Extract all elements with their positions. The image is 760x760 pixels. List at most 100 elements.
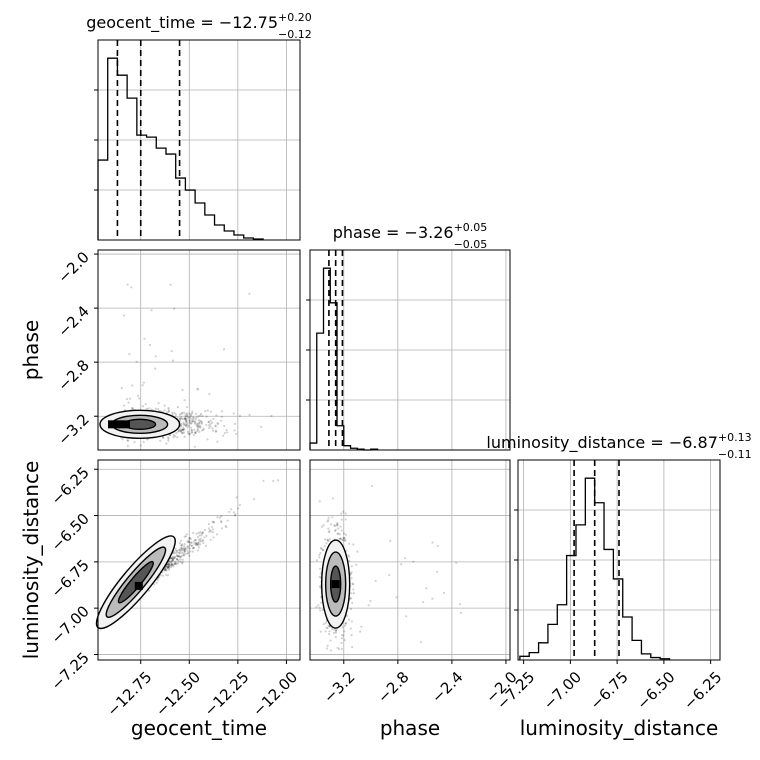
scatter-point [188,537,191,540]
scatter-point [187,545,190,548]
scatter-point [347,554,350,557]
scatter-point [187,539,190,542]
scatter-point [349,596,352,600]
scatter-point [198,421,201,424]
scatter-point [328,625,331,628]
scatter-point [431,597,434,600]
scatter-point [180,551,184,555]
scatter-point [180,549,184,552]
scatter-point [436,544,439,548]
scatter-point [196,549,200,552]
scatter-point [210,421,214,424]
scatter-point [180,429,183,432]
scatter-point [131,406,134,410]
scatter-point [206,409,209,412]
x-tick-label: −7.00 [540,668,585,713]
scatter-point [232,511,235,514]
panel-frame [97,459,301,661]
scatter-point [343,537,346,540]
x-tick-label: −12.25 [201,668,253,720]
scatter-point [344,539,347,542]
panel-title-phase: phase = −3.26+0.05 [333,221,488,242]
scatter-point [196,544,200,547]
scatter-point [348,559,351,562]
scatter-point [324,630,327,633]
scatter-point [168,563,171,566]
scatter-point [326,539,329,542]
scatter-point [177,554,180,558]
scatter-point [142,381,146,384]
scatter-point [173,563,176,566]
scatter-point [318,556,321,559]
y-tick-label: −7.00 [48,602,93,647]
scatter-point [342,634,345,637]
scatter-point [176,406,179,409]
scatter-point [188,419,191,422]
scatter-point [192,420,195,423]
scatter-point [369,599,372,603]
scatter-point [171,563,174,566]
scatter-point [203,536,206,539]
scatter-point [161,574,165,577]
scatter-point [190,430,194,434]
scatter-point [216,516,219,519]
scatter-point [223,432,226,435]
y-axis-label: phase [19,320,43,380]
scatter-point [163,569,166,572]
scatter-point [179,428,182,431]
scatter-point [183,554,186,557]
scatter-point [199,425,202,428]
scatter-point [181,432,184,435]
scatter-point [235,496,238,499]
scatter-point [180,539,183,542]
y-tick-label: −7.25 [48,649,93,694]
scatter-point [120,386,123,390]
scatter-point [179,556,183,559]
scatter-point [197,541,200,545]
scatter-point [248,413,251,416]
scatter-point [166,565,169,569]
scatter-point [183,428,186,431]
panel-frame [517,459,721,661]
scatter-point [179,425,182,428]
scatter-point [195,541,198,545]
scatter-point [178,551,181,554]
scatter-point [200,420,203,423]
scatter-point [195,422,198,426]
scatter-panel-luminosity_distance-vs-geocent_time [95,459,301,661]
scatter-point [238,414,242,418]
scatter-point [187,551,190,554]
scatter-point [185,412,188,415]
scatter-point [319,601,323,604]
scatter-point [188,554,191,557]
scatter-point [123,404,126,407]
scatter-point [233,514,237,517]
scatter-point [171,413,174,416]
scatter-point [184,418,188,421]
scatter-point [342,510,345,513]
scatter-point [211,531,215,534]
scatter-point [136,394,139,397]
scatter-point [201,531,204,535]
scatter-point [212,521,215,524]
scatter-point [188,412,191,415]
scatter-point [184,546,187,550]
scatter-point [400,563,403,566]
scatter-point [128,353,131,356]
scatter-point [189,417,192,420]
scatter-point [133,440,136,444]
scatter-point [202,541,205,545]
scatter-point [328,633,331,636]
scatter-point [343,624,346,627]
scatter-point [197,419,200,422]
scatter-point [459,611,463,614]
scatter-point [208,426,211,429]
scatter-point [395,596,398,599]
scatter-point [323,544,326,548]
scatter-point [340,641,343,645]
scatter-point [260,425,263,429]
scatter-point [315,605,318,609]
scatter-point [198,430,201,433]
scatter-point [340,637,344,640]
scatter-point [191,410,194,413]
